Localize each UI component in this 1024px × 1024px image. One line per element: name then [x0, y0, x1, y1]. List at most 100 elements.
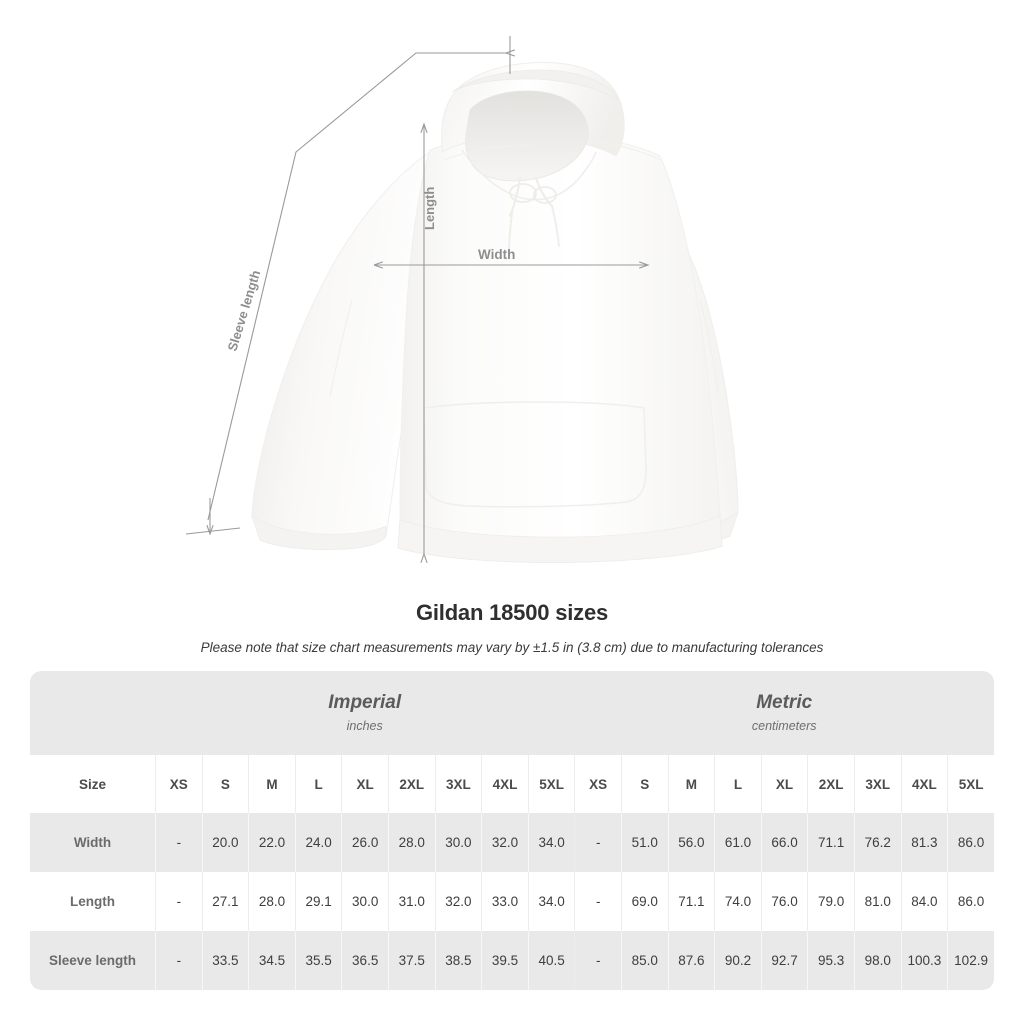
- cell-width-metric-l: 61.0: [714, 813, 761, 872]
- cell-sleeve-length-imperial-2xl: 37.5: [387, 931, 435, 990]
- cell-sleeve-length-metric-s: 85.0: [620, 931, 668, 990]
- sleeve-length-line: [207, 53, 506, 521]
- size-header-metric-4xl: 4XL: [900, 755, 948, 813]
- size-header-imperial-4xl: 4XL: [481, 755, 528, 813]
- size-header-metric-l: L: [714, 755, 761, 813]
- cell-width-metric-xs: -: [574, 813, 621, 872]
- page-title: Gildan 18500 sizes: [415, 600, 609, 625]
- cell-length-metric-xl: 76.0: [760, 872, 808, 931]
- cell-length-metric-2xl: 79.0: [807, 872, 854, 931]
- hoodie-measurement-illustration: Width Length Sleeve length: [185, 36, 739, 563]
- cell-sleeve-length-imperial-l: 35.5: [294, 931, 342, 990]
- table-row: Sleeve length -33.5 34.5 35.5 36.5 37.5 38.5 39…: [30, 931, 994, 990]
- cell-sleeve-length-metric-xs: -: [574, 931, 621, 990]
- size-header-metric-s: S: [620, 755, 668, 813]
- cell-width-metric-xl: 66.0: [760, 813, 808, 872]
- cell-width-metric-5xl: 86.0: [947, 813, 994, 872]
- group-header-row: Imperial inches Metric centimeters: [30, 671, 994, 755]
- cell-length-metric-4xl: 84.0: [900, 872, 948, 931]
- cell-length-imperial-s: 27.1: [201, 872, 249, 931]
- size-chart-table: Imperial inches Metric centimeters Size XS S M L…: [30, 671, 994, 990]
- cell-sleeve-length-metric-3xl: 98.0: [853, 931, 901, 990]
- length-label: Length: [422, 187, 437, 230]
- size-header-imperial-2xl: 2XL: [387, 755, 435, 813]
- cell-length-metric-s: 69.0: [620, 872, 668, 931]
- cell-length-metric-xs: -: [574, 872, 621, 931]
- cell-length-imperial-2xl: 31.0: [387, 872, 435, 931]
- cell-width-metric-4xl: 81.3: [900, 813, 948, 872]
- cell-sleeve-length-metric-5xl: 102.9: [947, 931, 994, 990]
- table-row: Width -20.0 22.0 24.0 26.0 28.0 30.0 32.0 34.0-5…: [30, 813, 994, 872]
- cell-width-imperial-4xl: 32.0: [481, 813, 528, 872]
- cell-sleeve-length-metric-2xl: 95.3: [807, 931, 854, 990]
- group-unit: inches: [346, 718, 383, 733]
- cell-sleeve-length-imperial-4xl: 39.5: [481, 931, 528, 990]
- cell-sleeve-length-metric-xl: 92.7: [760, 931, 808, 990]
- size-header-imperial-l: L: [294, 755, 342, 813]
- size-header-imperial-m: M: [248, 755, 295, 813]
- size-label-header: Size: [30, 755, 156, 813]
- row-label-sleeve-length: Sleeve length: [30, 931, 156, 990]
- size-header-imperial-5xl: 5XL: [527, 755, 575, 813]
- cell-sleeve-length-metric-l: 90.2: [714, 931, 761, 990]
- cell-length-imperial-m: 28.0: [248, 872, 295, 931]
- row-label-width: Width: [30, 813, 156, 872]
- cell-width-imperial-5xl: 34.0: [527, 813, 575, 872]
- cell-sleeve-length-imperial-5xl: 40.5: [527, 931, 575, 990]
- group-header-metric: Metric centimeters: [574, 671, 994, 755]
- cell-length-imperial-xs: -: [155, 872, 202, 931]
- row-label-length: Length: [30, 872, 156, 931]
- cell-length-imperial-5xl: 34.0: [527, 872, 575, 931]
- cell-width-imperial-xs: -: [155, 813, 202, 872]
- size-header-metric-5xl: 5XL: [947, 755, 994, 813]
- cell-length-metric-l: 74.0: [714, 872, 761, 931]
- cell-width-imperial-m: 22.0: [248, 813, 295, 872]
- cell-sleeve-length-imperial-xl: 36.5: [341, 931, 388, 990]
- hoodie-graphic: [251, 62, 739, 563]
- cell-sleeve-length-metric-4xl: 100.3: [900, 931, 948, 990]
- cell-length-metric-3xl: 81.0: [853, 872, 901, 931]
- size-chart-table-wrapper: Imperial inches Metric centimeters Size XS S M L…: [30, 671, 994, 990]
- cell-width-metric-s: 51.0: [620, 813, 668, 872]
- cell-length-imperial-4xl: 33.0: [481, 872, 528, 931]
- cell-sleeve-length-imperial-s: 33.5: [201, 931, 249, 990]
- cell-sleeve-length-imperial-m: 34.5: [248, 931, 295, 990]
- size-header-metric-2xl: 2XL: [807, 755, 854, 813]
- size-header-metric-xl: XL: [760, 755, 808, 813]
- cell-width-imperial-xl: 26.0: [341, 813, 388, 872]
- table-row: Length -27.1 28.0 29.1 30.0 31.0 32.0 33.0 34.0-…: [30, 872, 994, 931]
- size-header-metric-m: M: [667, 755, 715, 813]
- cell-length-imperial-xl: 30.0: [341, 872, 388, 931]
- cell-width-metric-3xl: 76.2: [853, 813, 901, 872]
- cell-length-imperial-3xl: 32.0: [434, 872, 482, 931]
- cell-width-metric-2xl: 71.1: [807, 813, 854, 872]
- size-header-imperial-xs: XS: [155, 755, 202, 813]
- cell-length-metric-m: 71.1: [667, 872, 715, 931]
- cell-width-imperial-s: 20.0: [201, 813, 249, 872]
- cell-width-imperial-2xl: 28.0: [387, 813, 435, 872]
- group-unit: centimeters: [751, 718, 817, 733]
- title-block: Gildan 18500 sizes Please note that size…: [0, 600, 1024, 655]
- sleeve-bottom-tick: [185, 527, 241, 535]
- group-header-spacer: [30, 671, 156, 755]
- size-header-metric-3xl: 3XL: [853, 755, 901, 813]
- size-header-metric-xs: XS: [574, 755, 621, 813]
- size-header-imperial-xl: XL: [341, 755, 388, 813]
- cell-length-metric-5xl: 86.0: [947, 872, 994, 931]
- cell-width-imperial-3xl: 30.0: [434, 813, 482, 872]
- width-label: Width: [478, 247, 515, 262]
- size-header-imperial-3xl: 3XL: [434, 755, 482, 813]
- group-name: Imperial: [328, 692, 402, 714]
- group-header-imperial: Imperial inches: [155, 671, 575, 755]
- cell-sleeve-length-metric-m: 87.6: [667, 931, 715, 990]
- cell-width-metric-m: 56.0: [667, 813, 715, 872]
- group-name: Metric: [756, 692, 813, 714]
- cell-sleeve-length-imperial-3xl: 38.5: [434, 931, 482, 990]
- measurement-guides: [185, 36, 648, 554]
- tolerance-note: Please note that size chart measurements…: [200, 640, 824, 655]
- cell-length-imperial-l: 29.1: [294, 872, 342, 931]
- cell-sleeve-length-imperial-xs: -: [155, 931, 202, 990]
- cell-width-imperial-l: 24.0: [294, 813, 342, 872]
- size-header-imperial-s: S: [201, 755, 249, 813]
- sizes-header-row: Size XS S M L XL 2XL 3XL 4XL 5XL XS S M L XL 2XL 3XL 4XL 5…: [30, 755, 994, 813]
